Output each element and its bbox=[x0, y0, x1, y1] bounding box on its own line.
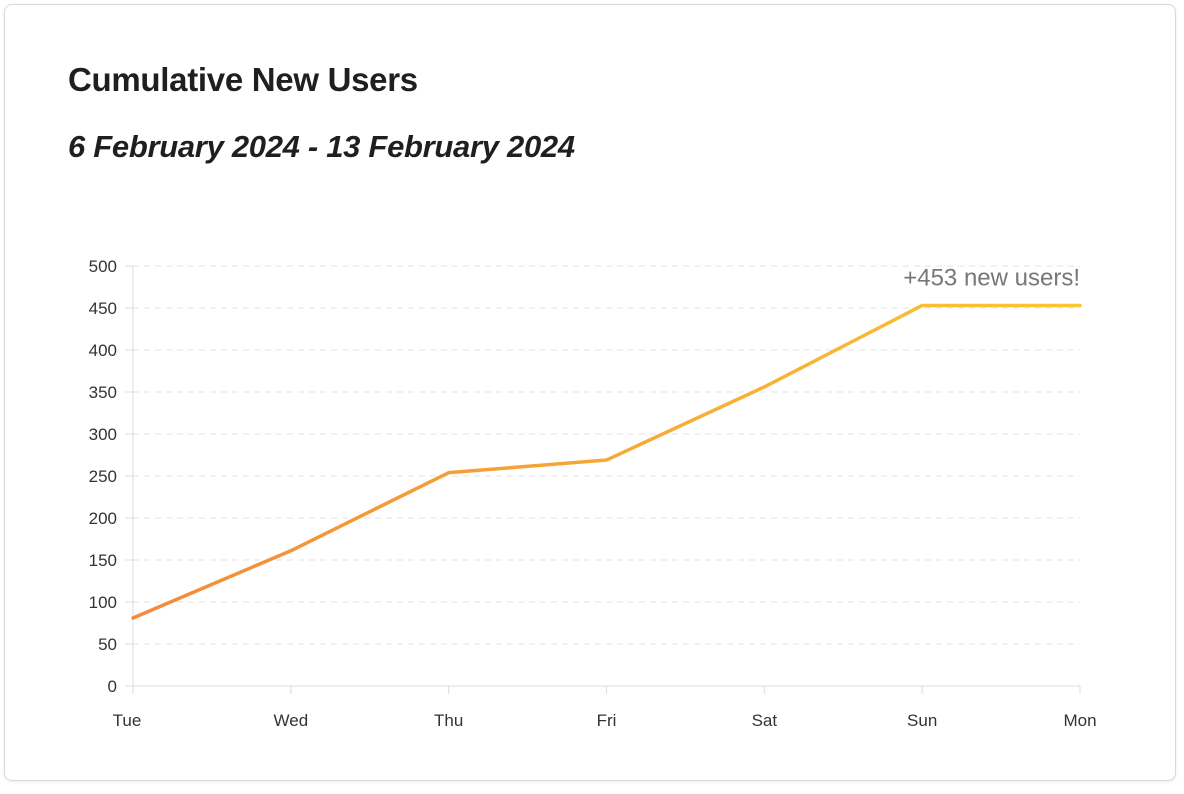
annotation-label: +453 new users! bbox=[903, 264, 1080, 291]
x-tick-label: Mon bbox=[1063, 711, 1096, 730]
series-line bbox=[131, 303, 1082, 620]
y-tick-label: 500 bbox=[89, 257, 117, 276]
annotation-layer: +453 new users! bbox=[903, 264, 1080, 291]
x-tick-label: Thu bbox=[434, 711, 463, 730]
x-tick-label: Sat bbox=[752, 711, 778, 730]
y-tick-label: 0 bbox=[108, 677, 117, 696]
y-tick-label: 300 bbox=[89, 425, 117, 444]
y-tick-label: 450 bbox=[89, 299, 117, 318]
y-tick-label: 400 bbox=[89, 341, 117, 360]
y-tick-label: 200 bbox=[89, 509, 117, 528]
y-tick-label: 250 bbox=[89, 467, 117, 486]
series-layer bbox=[131, 303, 1082, 620]
y-tick-label: 350 bbox=[89, 383, 117, 402]
x-tick-label: Sun bbox=[907, 711, 937, 730]
x-tick-label: Wed bbox=[274, 711, 309, 730]
grid-lines bbox=[133, 265, 1080, 645]
x-axis-tick-labels: Tue Wed Thu Fri Sat Sun Mon bbox=[113, 711, 1097, 730]
date-range-subtitle: 6 February 2024 - 13 February 2024 bbox=[68, 129, 575, 164]
y-axis-tick-labels: 0 50 100 150 200 250 300 350 400 450 500 bbox=[89, 257, 117, 696]
y-tick-label: 100 bbox=[89, 593, 117, 612]
y-tick-label: 50 bbox=[98, 635, 117, 654]
y-tick-label: 150 bbox=[89, 551, 117, 570]
x-tick-label: Fri bbox=[597, 711, 617, 730]
x-tick-label: Tue bbox=[113, 711, 142, 730]
axes bbox=[125, 265, 1081, 694]
chart-title: Cumulative New Users bbox=[68, 61, 418, 98]
